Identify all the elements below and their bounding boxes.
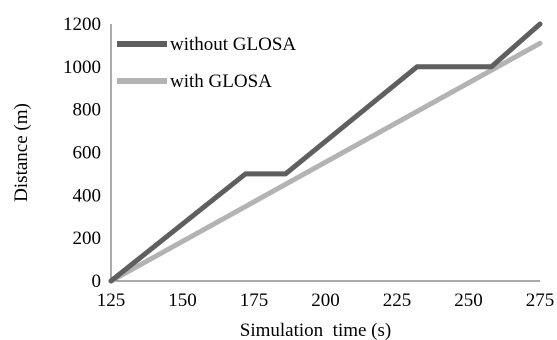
plot-frame	[110, 24, 540, 282]
series-lines	[108, 21, 543, 284]
y-tick-label: 1000	[63, 57, 101, 78]
series-line-with-glosa	[108, 40, 543, 284]
x-axis-title: Simulation time (s)	[240, 320, 391, 340]
legend-label: with GLOSA	[170, 71, 272, 92]
x-tick-labels: 125 150 175 200 225 250 275	[97, 290, 555, 311]
x-tick-label: 150	[168, 290, 197, 311]
legend: without GLOSA with GLOSA	[117, 34, 296, 92]
x-tick-label: 200	[311, 290, 340, 311]
y-tick-labels: 0 200 400 600 800 1000 1200	[63, 14, 101, 292]
y-tick-label: 200	[73, 228, 102, 249]
x-tick-label: 175	[240, 290, 269, 311]
x-tick-label: 250	[454, 290, 483, 311]
y-tick-label: 600	[73, 143, 102, 164]
y-axis-title: Distance (m)	[11, 103, 32, 202]
y-tick-label: 1200	[63, 14, 101, 35]
y-tick-label: 800	[73, 100, 102, 121]
x-tick-label: 225	[383, 290, 412, 311]
y-tick-label: 400	[73, 185, 102, 206]
x-tick-label: 125	[97, 290, 126, 311]
y-tick-label: 0	[92, 271, 102, 292]
legend-label: without GLOSA	[170, 34, 296, 55]
x-tick-label: 275	[526, 290, 555, 311]
series-line-without-glosa	[108, 21, 543, 284]
